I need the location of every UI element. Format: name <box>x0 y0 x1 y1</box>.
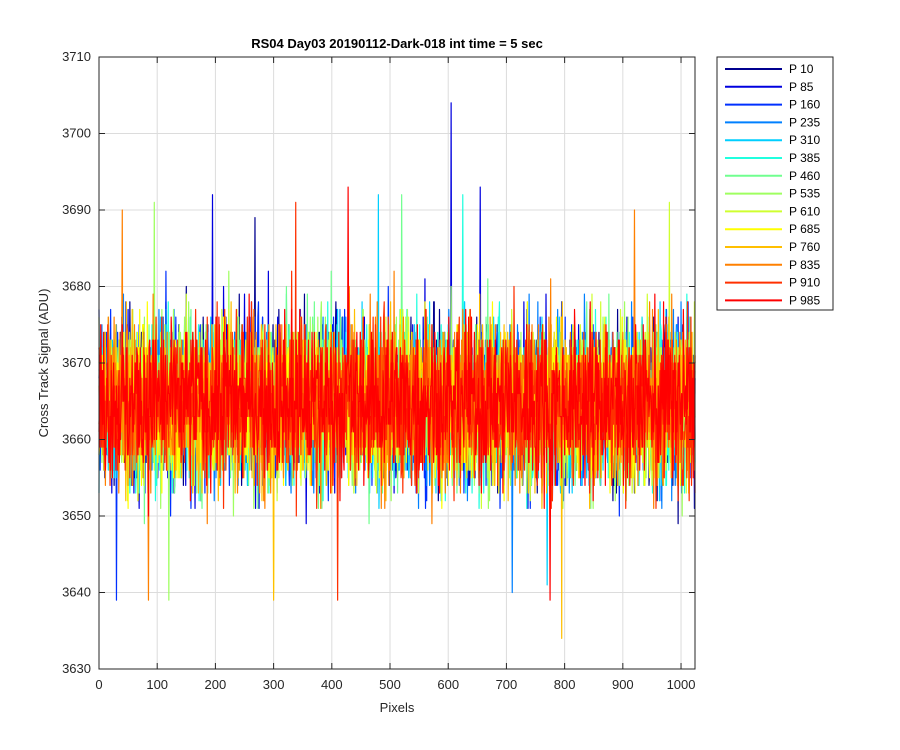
x-tick-label: 400 <box>321 677 343 692</box>
y-tick-label: 3680 <box>62 279 91 294</box>
legend-label: P 685 <box>789 222 820 236</box>
legend-label: P 235 <box>789 115 820 129</box>
x-tick-label: 1000 <box>667 677 696 692</box>
legend-label: P 310 <box>789 133 820 147</box>
chart-title: RS04 Day03 20190112-Dark-018 int time = … <box>251 36 543 51</box>
legend-label: P 85 <box>789 80 814 94</box>
x-tick-label: 800 <box>554 677 576 692</box>
y-tick-label: 3640 <box>62 585 91 600</box>
x-tick-label: 0 <box>95 677 102 692</box>
x-tick-label: 700 <box>496 677 518 692</box>
legend-label: P 835 <box>789 258 820 272</box>
axis-ticks <box>98 56 695 670</box>
legend-label: P 460 <box>789 169 820 183</box>
y-axis-label: Cross Track Signal (ADU) <box>36 289 51 438</box>
legend-label: P 535 <box>789 187 820 201</box>
x-tick-label: 500 <box>379 677 401 692</box>
legend-label: P 910 <box>789 276 820 290</box>
y-tick-label: 3660 <box>62 432 91 447</box>
x-tick-label: 900 <box>612 677 634 692</box>
legend-label: P 760 <box>789 240 820 254</box>
y-tick-label: 3670 <box>62 355 91 370</box>
y-tick-label: 3710 <box>62 49 91 64</box>
legend-label: P 610 <box>789 204 820 218</box>
series-line-p985 <box>98 186 696 601</box>
y-tick-labels: 3630 3640 3650 3660 3670 3680 3690 3700 3710 <box>62 49 91 676</box>
x-tick-label: 200 <box>205 677 227 692</box>
y-tick-label: 3690 <box>62 202 91 217</box>
legend-label: P 385 <box>789 151 820 165</box>
legend-box <box>716 56 834 311</box>
axes: 0 100 200 300 400 500 600 700 800 900 1000 3630 364… <box>62 49 696 692</box>
legend-label: P 985 <box>789 293 820 307</box>
legend: P 10 P 85 P 160 P 235 P 310 P 385 P 460 P 535 P … <box>716 56 834 311</box>
legend-items: P 10 P 85 P 160 P 235 P 310 P 385 P 460 P 535 P … <box>725 62 820 307</box>
legend-label: P 160 <box>789 98 820 112</box>
y-tick-label: 3630 <box>62 661 91 676</box>
x-tick-labels: 0 100 200 300 400 500 600 700 800 900 1000 <box>95 677 695 692</box>
x-tick-label: 100 <box>146 677 168 692</box>
x-tick-label: 300 <box>263 677 285 692</box>
series-lines <box>98 102 696 639</box>
y-tick-label: 3700 <box>62 126 91 141</box>
y-tick-label: 3650 <box>62 508 91 523</box>
legend-label: P 10 <box>789 62 814 76</box>
x-axis-label: Pixels <box>380 700 415 715</box>
x-tick-label: 600 <box>437 677 459 692</box>
